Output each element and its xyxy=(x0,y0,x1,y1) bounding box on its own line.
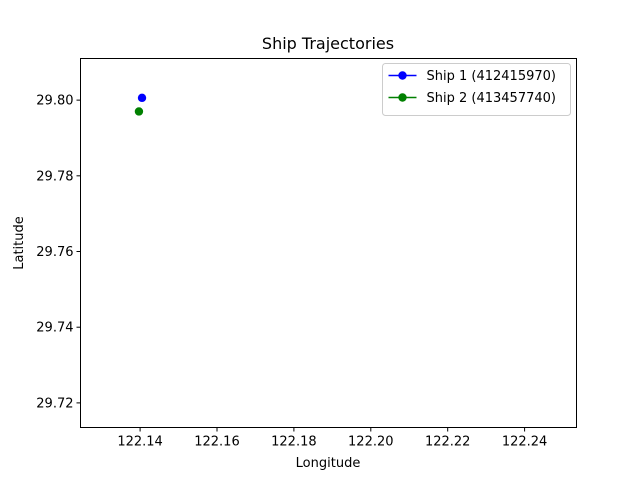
legend-label: Ship 2 (413457740) xyxy=(427,91,556,106)
chart-title: Ship Trajectories xyxy=(262,34,394,53)
legend-label: Ship 1 (412415970) xyxy=(427,69,556,84)
x-tick-label: 122.16 xyxy=(194,435,240,450)
legend-frame xyxy=(382,63,571,116)
x-axis: 122.14 122.16 122.18 122.20 122.22 122.24 xyxy=(117,427,548,450)
series-layer xyxy=(134,93,147,116)
y-tick-label: 29.72 xyxy=(36,396,73,411)
y-tick-label: 29.74 xyxy=(36,321,73,336)
legend-item: Ship 2 (413457740) xyxy=(388,91,556,106)
y-tick-label: 29.76 xyxy=(36,245,73,260)
x-tick-label: 122.20 xyxy=(348,435,394,450)
y-axis: 29.72 29.74 29.76 29.78 29.80 xyxy=(36,94,81,411)
plot-area xyxy=(80,58,577,428)
y-axis-label: Latitude xyxy=(12,216,27,270)
x-tick-label: 122.24 xyxy=(502,435,548,450)
y-tick-label: 29.80 xyxy=(36,94,73,109)
x-axis-label: Longitude xyxy=(296,456,361,471)
y-tick-label: 29.78 xyxy=(36,169,73,184)
series-2 xyxy=(134,107,144,116)
chart-legend: Ship 1 (412415970) Ship 2 (413457740) xyxy=(382,63,571,116)
x-tick-label: 122.14 xyxy=(117,435,163,450)
x-tick-label: 122.18 xyxy=(271,435,317,450)
legend-marker xyxy=(398,71,407,80)
series-1 xyxy=(137,93,147,103)
data-point xyxy=(137,93,147,103)
axes-frame xyxy=(80,58,577,428)
legend-marker xyxy=(398,93,407,102)
data-point xyxy=(134,107,144,116)
legend-item: Ship 1 (412415970) xyxy=(388,69,556,84)
x-tick-label: 122.22 xyxy=(425,435,471,450)
